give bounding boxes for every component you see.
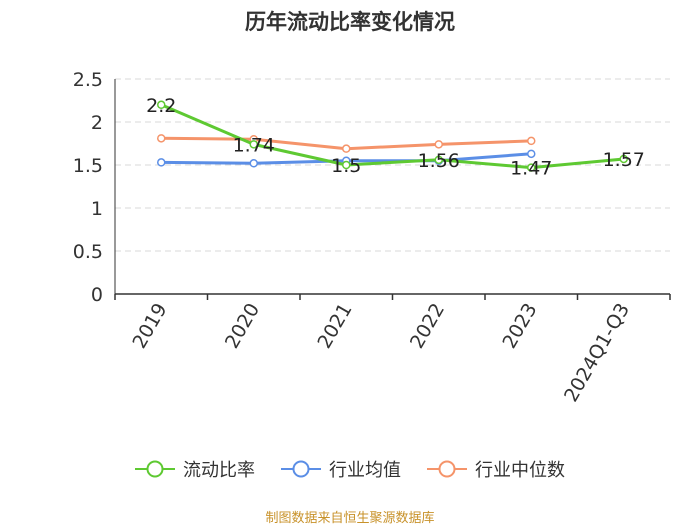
data-point-1: [249, 159, 258, 168]
y-tick-label: 0.5: [73, 241, 103, 263]
y-tick-label: 2.5: [73, 69, 103, 91]
legend-label: 流动比率: [183, 460, 255, 481]
legend-swatch-marker: [146, 460, 164, 478]
x-tick-label: 2023: [498, 300, 541, 353]
data-label: 1.47: [510, 158, 552, 180]
legend-swatch-icon: [427, 460, 467, 478]
axes: 0 0.5 1 1.5 2 2.5 2019 2020 2021 2022 2023 2024Q1-Q…: [73, 69, 671, 406]
data-point-2: [434, 140, 443, 149]
legend-swatch-marker: [438, 460, 456, 478]
y-tick-label: 1: [91, 198, 103, 220]
data-labels: 2.2 1.74 1.5 1.56 1.47 1.57: [146, 95, 645, 180]
grid-lines: [115, 78, 670, 252]
data-point-0: [342, 160, 351, 170]
data-point-2: [527, 136, 536, 146]
legend-item[interactable]: 行业中位数: [427, 456, 565, 482]
data-label: 2.2: [146, 95, 176, 117]
data-point-1: [157, 158, 166, 167]
x-tick-label: 2022: [406, 300, 449, 353]
data-label: 1.74: [233, 134, 275, 156]
legend-swatch-icon: [135, 460, 175, 478]
legend-swatch-marker: [292, 460, 310, 478]
data-point-0: [619, 154, 628, 164]
x-tick-label: 2024Q1-Q3: [560, 300, 634, 406]
data-label: 1.5: [331, 155, 361, 177]
data-point-0: [249, 140, 258, 149]
x-tick-label: 2021: [313, 300, 356, 353]
x-tick-label: 2020: [221, 300, 264, 353]
y-tick-label: 2: [91, 112, 103, 134]
legend-label: 行业均值: [329, 460, 401, 481]
legend-item[interactable]: 流动比率: [135, 456, 255, 482]
data-label: 1.57: [603, 149, 645, 171]
x-tick-label: 2019: [128, 300, 171, 353]
legend-label: 行业中位数: [475, 460, 565, 481]
data-point-0: [434, 155, 443, 165]
y-tick-label: 0: [91, 284, 103, 306]
series-lines: [157, 100, 628, 172]
legend: 流动比率 行业均值 行业中位数: [0, 455, 700, 483]
chart-title: 历年流动比率变化情况: [245, 10, 455, 34]
data-point-2: [157, 134, 166, 143]
data-point-2: [342, 144, 351, 153]
data-point-0: [157, 100, 166, 110]
source-note: 制图数据来自恒生聚源数据库: [265, 511, 435, 526]
legend-item[interactable]: 行业均值: [281, 456, 401, 482]
data-label: 1.56: [418, 150, 460, 172]
series-line-0: [160, 103, 624, 170]
y-tick-label: 1.5: [73, 155, 103, 177]
data-point-0: [527, 163, 536, 172]
data-point-1: [527, 149, 536, 159]
legend-swatch-icon: [281, 460, 321, 478]
